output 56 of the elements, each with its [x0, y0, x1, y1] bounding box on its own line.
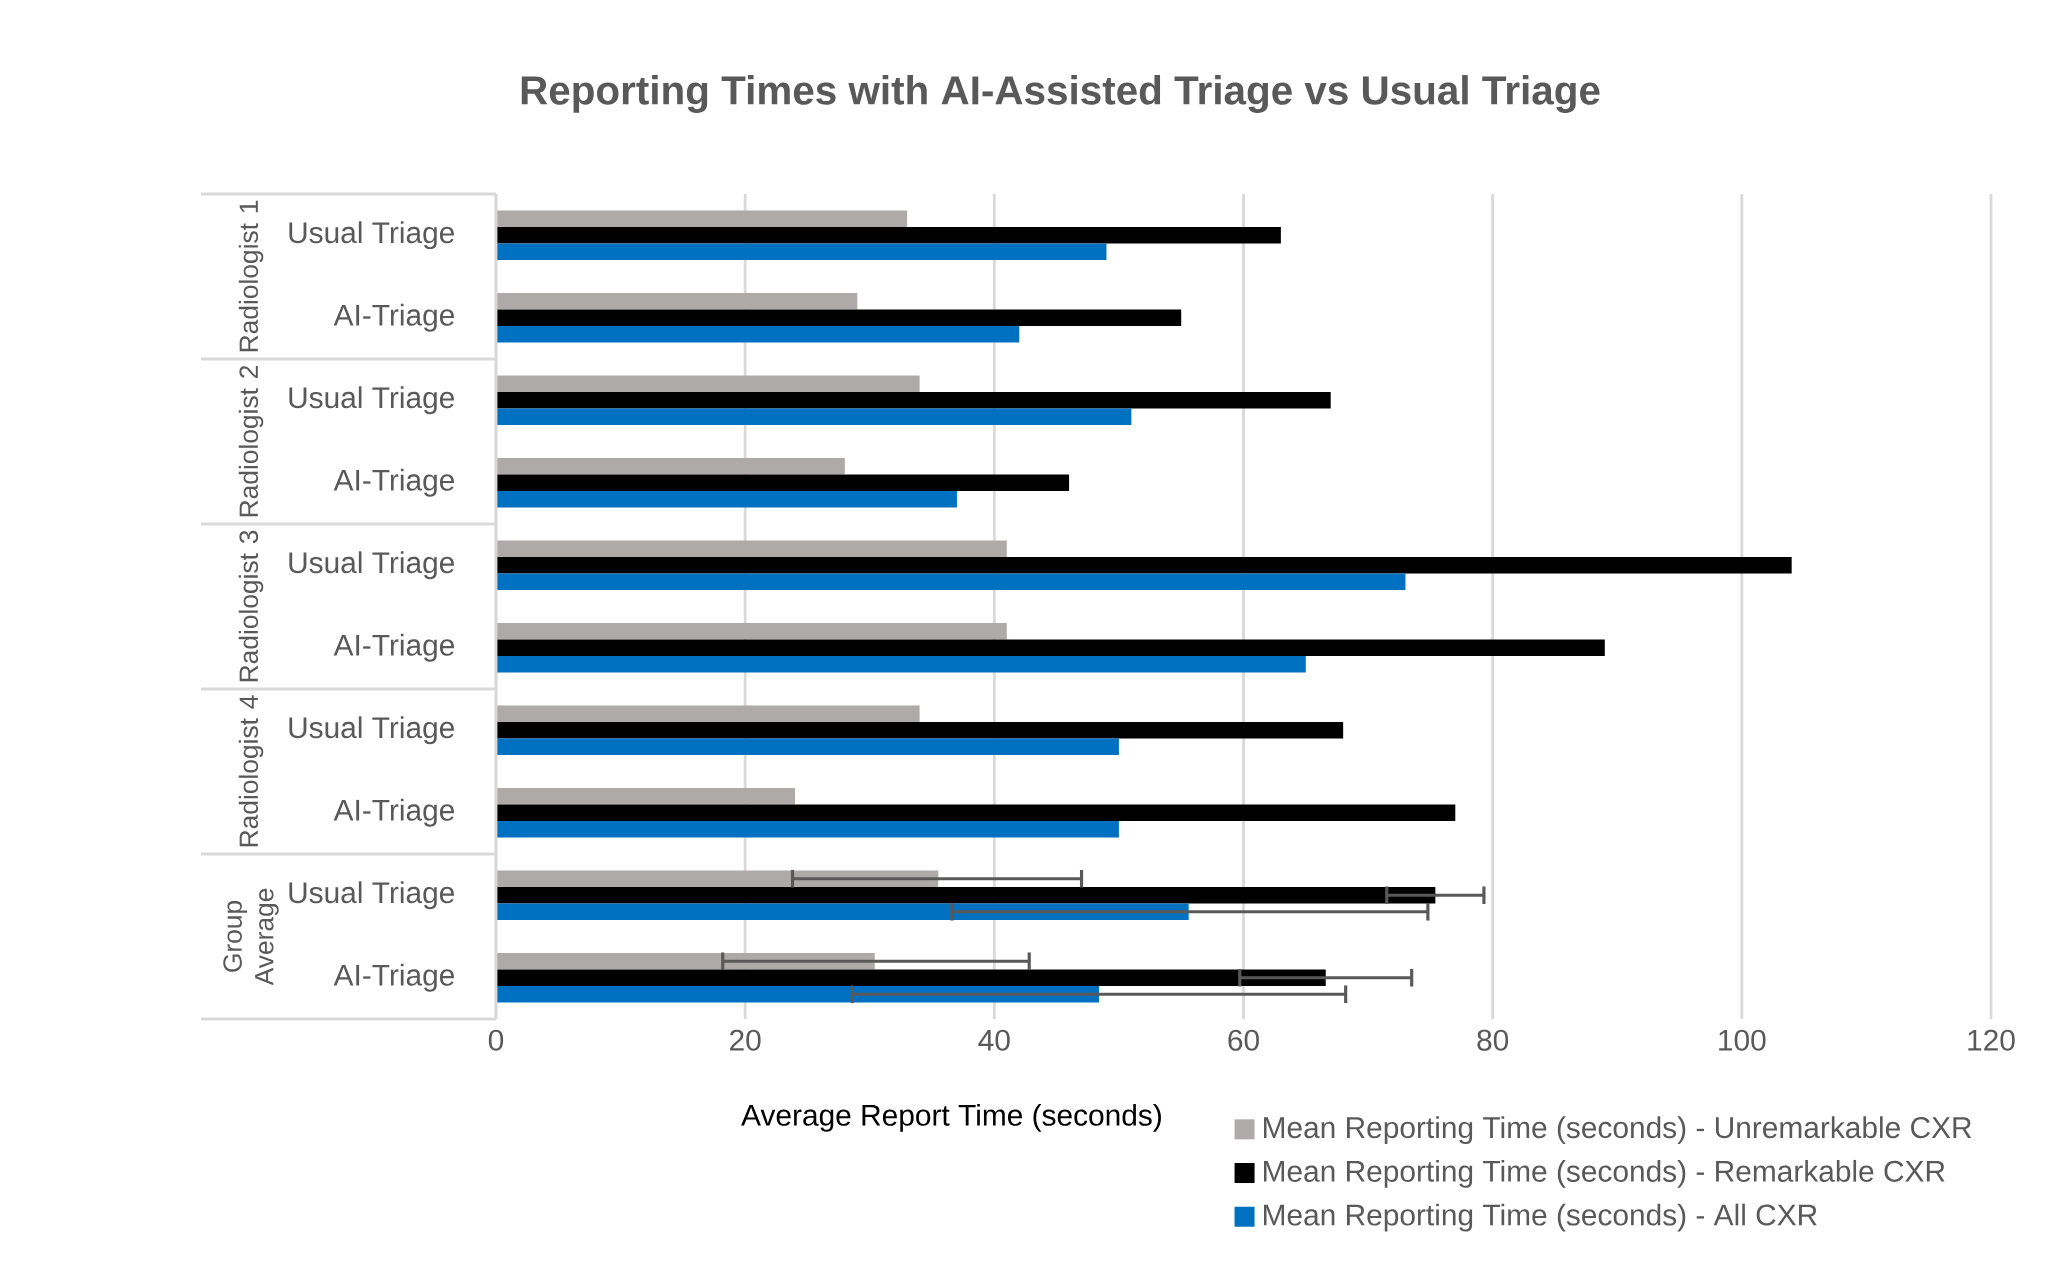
bar: [495, 886, 1436, 904]
x-tick-label: 0: [488, 1029, 504, 1051]
x-tick-label: 100: [1719, 1029, 1766, 1051]
bar: [495, 820, 1119, 838]
bar: [495, 721, 1344, 739]
bar: [495, 969, 1326, 986]
bar: [495, 540, 1007, 557]
text: Radiologist 4: [238, 695, 264, 847]
y-tick-label: Usual Triage: [289, 716, 454, 745]
bar: [495, 375, 920, 392]
y-tick-label: AI-Triage: [333, 798, 454, 827]
bar: [495, 226, 1281, 244]
bar: [495, 210, 908, 227]
bar: [495, 408, 1132, 425]
legend-label: Mean Reporting Time (seconds) - Unremarkable CXR: [1264, 1116, 1972, 1145]
y-tick-label: AI-Triage: [333, 468, 454, 497]
bar: [495, 309, 1182, 326]
bar: [495, 639, 1605, 656]
text: Radiologist 2: [238, 365, 264, 517]
y-tick-label: Usual Triage: [289, 221, 454, 250]
bar: [495, 457, 845, 475]
bar: [495, 655, 1306, 673]
y-tick-label: Usual Triage: [289, 551, 454, 580]
bar: [495, 804, 1456, 821]
y-tick-label: Usual Triage: [289, 881, 454, 910]
bar: [495, 391, 1331, 409]
bar: [495, 788, 795, 805]
x-tick-label: 60: [1228, 1029, 1259, 1051]
x-tick-label: 80: [1477, 1029, 1509, 1051]
bar: [495, 622, 1007, 640]
legend-label: Mean Reporting Time (seconds) - Remarkable CXR: [1264, 1159, 1945, 1188]
x-axis-title: Average Report Time (seconds): [741, 1103, 1161, 1132]
bar: [495, 556, 1792, 574]
bar: [495, 474, 1070, 491]
x-tick-label: 120: [1968, 1029, 2015, 1051]
bar: [495, 738, 1119, 755]
bar: [495, 870, 939, 887]
y-tick-label: AI-Triage: [333, 963, 454, 992]
y-tick-label: AI-Triage: [333, 633, 454, 662]
x-tick-label: 20: [730, 1029, 761, 1051]
bar: [495, 705, 920, 722]
text: Radiologist 3: [238, 530, 264, 682]
legend-label: Mean Reporting Time (seconds) - All CXR: [1264, 1203, 1817, 1232]
y-tick-label: Usual Triage: [289, 386, 454, 415]
bar: [495, 325, 1020, 343]
x-tick-label: 40: [978, 1029, 1010, 1051]
text: Group Average: [223, 888, 279, 986]
bar: [495, 573, 1406, 590]
y-tick-label: AI-Triage: [333, 303, 454, 332]
bar: [495, 985, 1099, 1003]
text: Radiologist 1: [238, 200, 264, 352]
chart-title: Reporting Times with AI-Assisted Triage vs Usual Triage: [521, 75, 1600, 113]
bar: [495, 292, 858, 310]
bar: [495, 243, 1107, 260]
bar: [495, 490, 957, 508]
bar: [495, 903, 1189, 920]
